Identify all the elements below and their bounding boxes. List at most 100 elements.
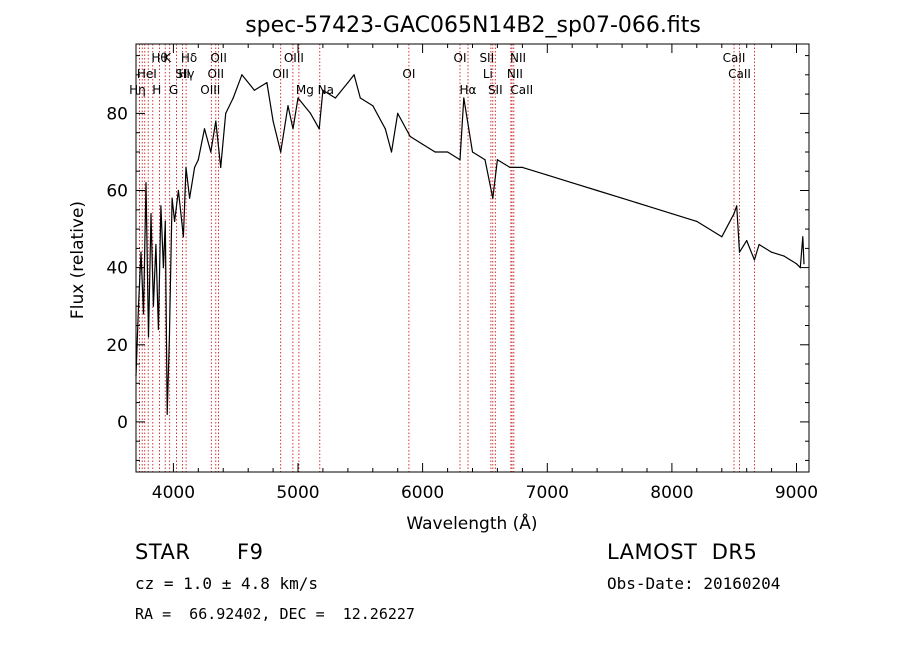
- spectrum-point: [409, 135, 411, 138]
- object-class: STAR: [135, 540, 191, 564]
- spectrum-point: [447, 151, 449, 153]
- spectral-line-label: OII: [210, 51, 227, 65]
- spectrum-point: [509, 166, 511, 168]
- spectrum-point: [459, 159, 461, 161]
- spectrum-series: [135, 74, 805, 415]
- spectrum-point: [232, 97, 234, 99]
- spectrum-point: [334, 97, 336, 99]
- x-tick-label: 4000: [152, 483, 195, 503]
- spectral-line-label: Hγ: [178, 67, 194, 81]
- spectral-line-label: Mg: [296, 83, 314, 97]
- spectrum-point: [434, 151, 436, 153]
- spectrum-point: [397, 112, 399, 114]
- spectrum-point: [160, 205, 162, 207]
- spectrum-point: [280, 151, 282, 153]
- y-axis: 0 20 40 60 80: [106, 55, 809, 461]
- chart-title: spec-57423-GAC065N14B2_sp07-066.fits: [245, 13, 701, 38]
- spectrum-point: [266, 82, 268, 84]
- observation-date: Obs-Date: 20160204: [607, 574, 781, 593]
- y-tick-label: 40: [106, 259, 128, 279]
- spectrum-point: [372, 105, 374, 107]
- spectrum-point: [171, 197, 173, 199]
- spectral-line-label: NII: [510, 51, 526, 65]
- spectrum-point: [783, 255, 785, 257]
- spectrum-point: [203, 128, 206, 130]
- spectrum-point: [253, 89, 255, 91]
- x-tick-label: 8000: [650, 483, 693, 503]
- spectral-line-label: Na: [318, 83, 334, 97]
- x-axis: 4000 5000 6000 7000 8000 9000: [152, 44, 818, 503]
- spectrum-point: [182, 236, 184, 238]
- survey-name: LAMOST DR5: [607, 540, 758, 564]
- spectrum-point: [571, 182, 573, 184]
- subclass: F9: [237, 540, 264, 564]
- y-tick-label: 20: [106, 336, 128, 356]
- spectrum-point: [197, 159, 199, 161]
- spectral-line-label: OI: [402, 67, 415, 81]
- x-axis-label: Wavelength (Å): [406, 512, 537, 534]
- spectral-line-label: HeI: [137, 67, 157, 81]
- spectrum-point: [318, 128, 320, 130]
- spectrum-point: [736, 205, 738, 207]
- x-tick-label: 5000: [276, 483, 319, 503]
- spectrum-point: [646, 205, 648, 207]
- spectral-line-label: OII: [272, 67, 289, 81]
- spectrum-point: [733, 213, 735, 215]
- spectrum-point: [177, 189, 179, 192]
- y-tick-label: 80: [106, 104, 128, 124]
- spectrum-point: [166, 413, 168, 415]
- spectrum-point: [145, 182, 147, 184]
- spectrum-point: [384, 128, 386, 130]
- spectral-line-label: SII: [175, 67, 190, 81]
- spectrum-point: [795, 263, 798, 265]
- spectrum-point: [347, 82, 349, 84]
- spectral-line-label: G: [169, 83, 178, 97]
- spectrum-point: [189, 197, 191, 199]
- spectral-line-label: OII: [208, 67, 225, 81]
- spectrum-point: [721, 236, 723, 238]
- spectrum-point: [225, 112, 227, 114]
- spectrum-point: [671, 213, 673, 215]
- spectral-line-label: OIII: [200, 83, 220, 97]
- spectrum-point: [272, 120, 274, 122]
- spectral-line-label: OIII: [284, 51, 304, 65]
- x-tick-label: 6000: [401, 483, 444, 503]
- spectrum-point: [157, 328, 159, 330]
- spectrum-point: [359, 97, 361, 99]
- spectrum-point: [142, 313, 145, 315]
- spectral-line-label: Hδ: [181, 51, 197, 65]
- spectral-line-label: H: [152, 83, 161, 97]
- spectral-line-label: Li: [483, 67, 493, 81]
- spectrum-point: [621, 197, 623, 199]
- spectrum-point: [696, 220, 698, 222]
- spectral-line-label: SII: [488, 83, 503, 97]
- spectral-line-label: CaII: [723, 51, 746, 65]
- spectrum-point: [287, 105, 289, 107]
- spectrum-point: [492, 197, 494, 199]
- spectrum-point: [309, 112, 312, 114]
- spectral-line-label: OI: [454, 51, 467, 65]
- spectrum-point: [322, 89, 324, 91]
- spectrum-point: [215, 120, 217, 122]
- spectrum-point: [353, 74, 355, 76]
- spectrum-point: [210, 151, 212, 153]
- spectrum-point: [746, 240, 748, 242]
- coordinates: RA = 66.92402, DEC = 12.26227: [135, 605, 415, 623]
- spectral-line-label: Hα: [460, 83, 477, 97]
- spectrum-point: [753, 259, 756, 261]
- spectrum-line: [135, 74, 805, 415]
- spectrum-point: [596, 189, 598, 192]
- spectrum-point: [484, 159, 486, 161]
- spectrum-point: [241, 74, 243, 76]
- spectrum-point: [496, 159, 498, 161]
- spectrum-point: [390, 151, 393, 153]
- spectral-line-label: SII: [479, 51, 494, 65]
- spectrum-point: [292, 128, 294, 130]
- spectrum-point: [758, 243, 760, 246]
- spectrum-point: [168, 336, 170, 338]
- spectrum-point: [194, 166, 196, 168]
- spectral-line-label: CaII: [728, 67, 751, 81]
- spectrum-point: [521, 166, 524, 168]
- spectral-line-label: Hη: [129, 83, 146, 97]
